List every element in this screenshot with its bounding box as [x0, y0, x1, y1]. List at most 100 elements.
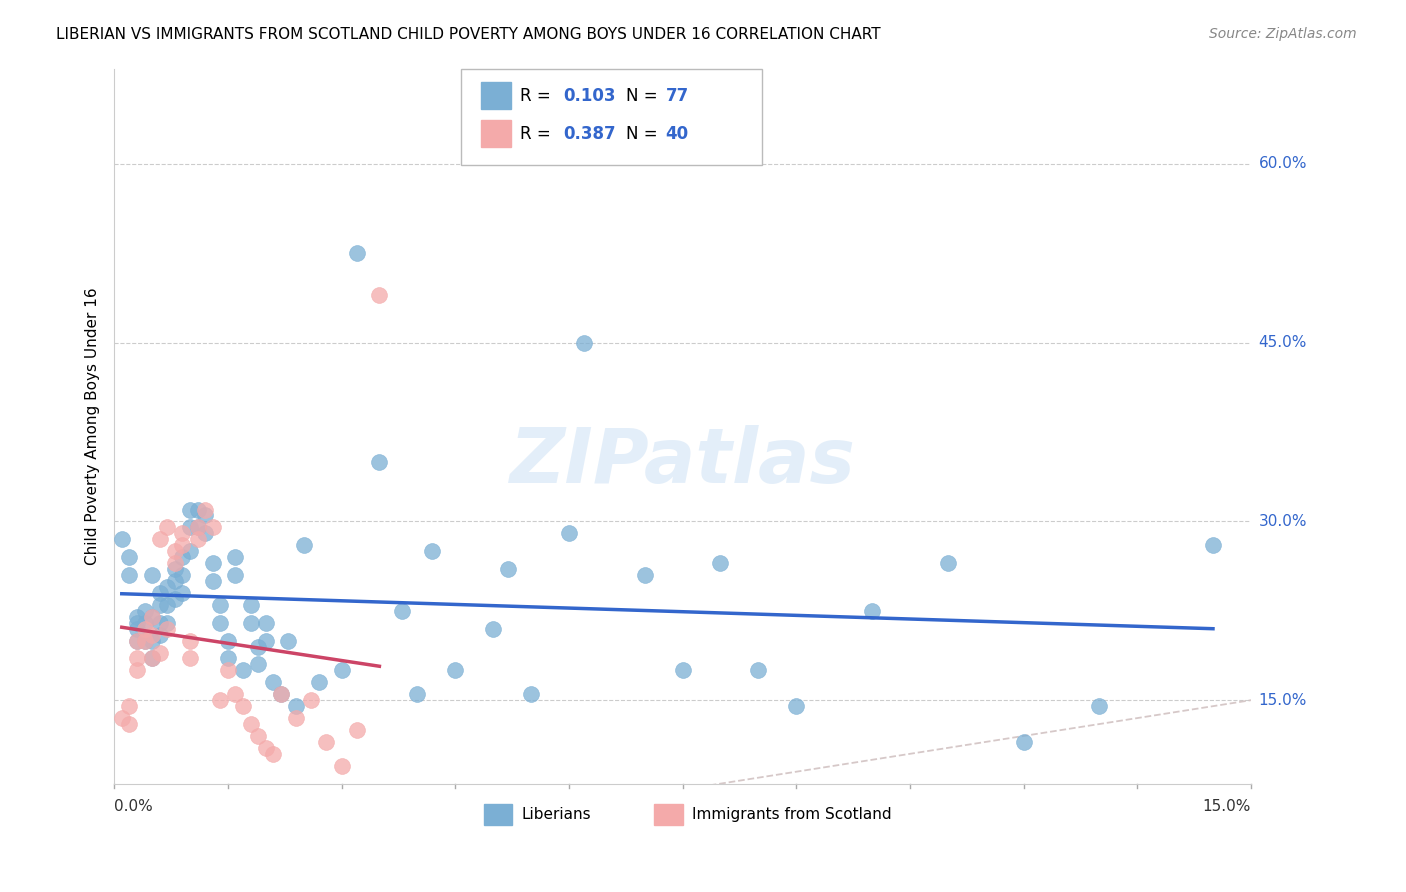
Text: 15.0%: 15.0% — [1202, 799, 1251, 814]
Point — [262, 675, 284, 690]
Point — [224, 550, 246, 565]
Point — [299, 693, 322, 707]
Point — [201, 574, 224, 588]
Point — [111, 711, 134, 725]
Point — [209, 598, 232, 612]
Point — [1088, 699, 1111, 714]
Point — [346, 246, 368, 260]
Point — [232, 699, 254, 714]
Point — [179, 520, 201, 534]
Point — [217, 664, 239, 678]
Point — [496, 562, 519, 576]
Point — [172, 550, 194, 565]
Point — [187, 533, 209, 547]
Point — [209, 615, 232, 630]
Point — [330, 758, 353, 772]
Point — [217, 651, 239, 665]
FancyBboxPatch shape — [481, 82, 510, 110]
FancyBboxPatch shape — [481, 120, 510, 147]
Point — [308, 675, 330, 690]
Point — [254, 615, 277, 630]
Point — [125, 609, 148, 624]
Point — [172, 526, 194, 541]
Text: Liberians: Liberians — [522, 807, 591, 822]
Point — [671, 664, 693, 678]
Point — [172, 568, 194, 582]
Point — [270, 687, 292, 701]
Point — [156, 622, 179, 636]
Point — [172, 586, 194, 600]
Point — [118, 568, 141, 582]
FancyBboxPatch shape — [654, 804, 682, 825]
Point — [141, 568, 163, 582]
Text: 15.0%: 15.0% — [1258, 693, 1306, 707]
Point — [422, 544, 444, 558]
Point — [179, 502, 201, 516]
Text: 77: 77 — [665, 87, 689, 104]
Point — [315, 735, 337, 749]
FancyBboxPatch shape — [461, 69, 762, 165]
Point — [125, 651, 148, 665]
Point — [179, 544, 201, 558]
Text: Source: ZipAtlas.com: Source: ZipAtlas.com — [1209, 27, 1357, 41]
Point — [125, 615, 148, 630]
Point — [785, 699, 807, 714]
Point — [194, 502, 217, 516]
Point — [1202, 538, 1225, 552]
Point — [163, 544, 186, 558]
Point — [118, 699, 141, 714]
Text: 40: 40 — [665, 125, 689, 143]
Point — [134, 615, 156, 630]
Point — [558, 526, 581, 541]
Point — [118, 550, 141, 565]
Point — [141, 628, 163, 642]
Text: R =: R = — [520, 87, 555, 104]
Point — [149, 615, 172, 630]
Point — [285, 711, 308, 725]
Point — [1012, 735, 1035, 749]
Point — [285, 699, 308, 714]
Text: 0.0%: 0.0% — [114, 799, 153, 814]
Point — [111, 533, 134, 547]
Point — [179, 633, 201, 648]
Text: R =: R = — [520, 125, 555, 143]
Y-axis label: Child Poverty Among Boys Under 16: Child Poverty Among Boys Under 16 — [86, 287, 100, 565]
Point — [141, 609, 163, 624]
Point — [368, 455, 391, 469]
Point — [391, 604, 413, 618]
Point — [172, 538, 194, 552]
Point — [254, 633, 277, 648]
FancyBboxPatch shape — [484, 804, 512, 825]
Point — [224, 687, 246, 701]
Text: 0.103: 0.103 — [564, 87, 616, 104]
Point — [149, 586, 172, 600]
Point — [262, 747, 284, 761]
Point — [239, 615, 262, 630]
Text: 60.0%: 60.0% — [1258, 156, 1308, 171]
Point — [520, 687, 543, 701]
Point — [368, 288, 391, 302]
Point — [247, 657, 270, 672]
Point — [194, 508, 217, 523]
Point — [247, 640, 270, 654]
Point — [134, 633, 156, 648]
Text: 45.0%: 45.0% — [1258, 335, 1306, 351]
Point — [134, 633, 156, 648]
Point — [125, 664, 148, 678]
Point — [406, 687, 429, 701]
Point — [709, 556, 731, 570]
Point — [747, 664, 769, 678]
Point — [330, 664, 353, 678]
Point — [141, 609, 163, 624]
Point — [187, 502, 209, 516]
Point — [149, 646, 172, 660]
Point — [572, 335, 595, 350]
Point — [936, 556, 959, 570]
Point — [118, 717, 141, 731]
Point — [860, 604, 883, 618]
Point — [141, 651, 163, 665]
Point — [141, 651, 163, 665]
Text: ZIPatlas: ZIPatlas — [509, 425, 855, 499]
Point — [346, 723, 368, 737]
Point — [179, 651, 201, 665]
